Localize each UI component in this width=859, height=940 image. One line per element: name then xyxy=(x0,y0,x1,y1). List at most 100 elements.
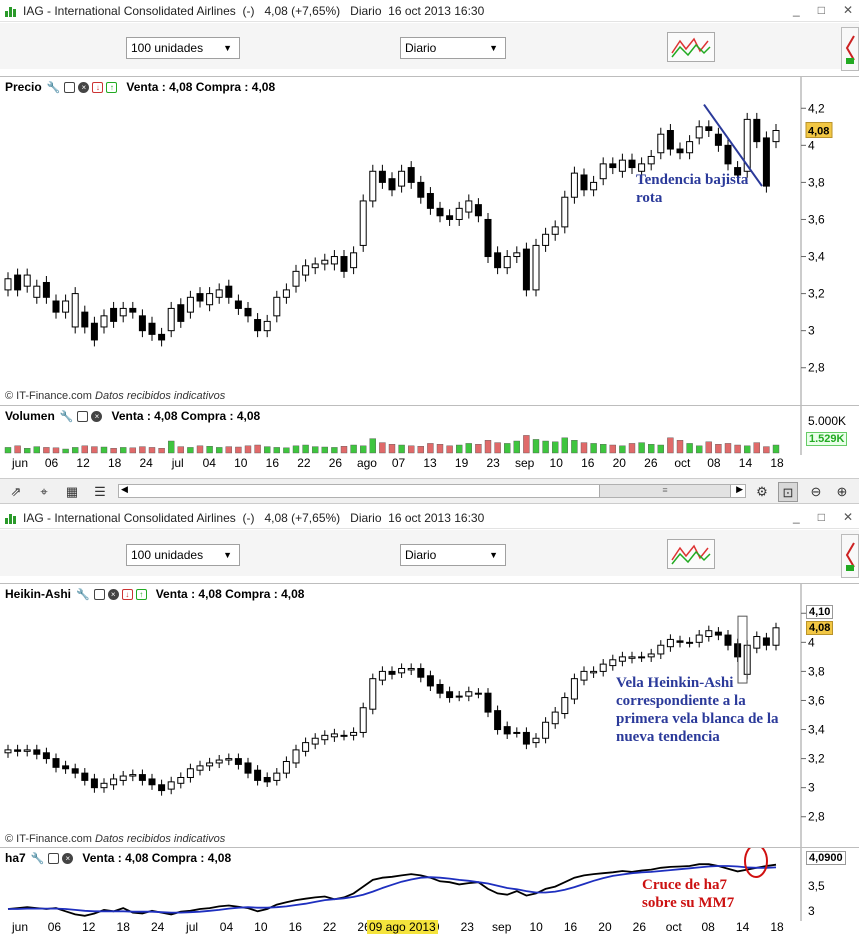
volume-panel-header: Volumen 🔧 × Venta : 4,08 Compra : 4,08 xyxy=(5,409,261,423)
volume-chart-svg xyxy=(4,406,802,455)
cursor-icon[interactable]: ⌖ xyxy=(40,484,48,499)
candle-up xyxy=(455,207,463,220)
chart-settings-icon[interactable]: ⚙ xyxy=(756,484,768,499)
wrench-icon[interactable]: 🔧 xyxy=(46,81,61,94)
wrench-icon[interactable]: 🔧 xyxy=(30,852,45,865)
heikin-ashi-chart-panel[interactable]: Heikin-Ashi 🔧 × ↓ ↑ Venta : 4,08 Compra … xyxy=(0,583,859,847)
volume-bar xyxy=(561,437,568,454)
x-tick-label: ago xyxy=(356,456,377,470)
time-scrollbar[interactable]: ◀ ≡ ▶ xyxy=(118,484,746,498)
quantity-select[interactable]: 100 unidades ▼ xyxy=(126,544,240,566)
minimize-button[interactable]: _ xyxy=(793,3,800,17)
candle-down xyxy=(724,634,732,646)
y-tick-label: 2,8 xyxy=(808,361,825,375)
window-icon[interactable] xyxy=(77,410,89,422)
candle-up xyxy=(292,749,300,764)
volume-panel[interactable]: Volumen 🔧 × Venta : 4,08 Compra : 4,08 5… xyxy=(0,405,859,455)
wrench-icon[interactable]: 🔧 xyxy=(59,410,74,423)
close-button[interactable]: ✕ xyxy=(842,510,853,524)
quantity-select[interactable]: 100 unidades ▼ xyxy=(126,37,240,59)
grid-icon[interactable]: ▦ xyxy=(65,484,79,499)
candle-up xyxy=(215,289,223,298)
volume-bar xyxy=(580,442,588,454)
move-up-icon[interactable]: ↑ xyxy=(135,588,147,600)
candle-down xyxy=(378,170,386,183)
zoom-fit-icon[interactable]: ⊡ xyxy=(778,482,798,502)
window-icon[interactable] xyxy=(93,588,105,600)
move-up-icon[interactable]: ↑ xyxy=(106,81,118,93)
period-select[interactable]: Diario ▼ xyxy=(400,37,506,59)
period-select[interactable]: Diario ▼ xyxy=(400,544,506,566)
candle-down xyxy=(666,130,674,150)
volume-bar xyxy=(465,443,472,454)
volume-bar xyxy=(388,444,396,454)
candle-down xyxy=(225,285,233,298)
scroll-left-icon[interactable]: ◀ xyxy=(121,484,128,494)
x-tick-label: 06 xyxy=(44,456,59,470)
wrench-icon[interactable]: 🔧 xyxy=(76,588,90,601)
export-icon[interactable]: ⇗ xyxy=(10,484,22,499)
chart-style-button[interactable] xyxy=(667,539,715,569)
volume-bar xyxy=(619,445,626,454)
quote-text: Venta : 4,08 Compra : 4,08 xyxy=(111,409,261,423)
x-tick-label: 26 xyxy=(632,920,647,934)
volume-bar xyxy=(494,442,501,454)
chart-app-icon xyxy=(5,512,17,524)
candle-down xyxy=(407,167,415,183)
candle-up xyxy=(167,781,175,790)
minimize-button[interactable]: _ xyxy=(793,510,800,524)
bars-icon[interactable]: ☰ xyxy=(94,484,106,499)
close-panel-icon[interactable]: × xyxy=(78,81,90,93)
move-down-icon[interactable]: ↓ xyxy=(121,588,133,600)
close-button[interactable]: ✕ xyxy=(842,3,853,17)
close-panel-icon[interactable]: × xyxy=(62,852,74,864)
candle-up xyxy=(359,707,367,733)
volume-bar xyxy=(724,443,732,454)
scroll-right-icon[interactable]: ▶ xyxy=(736,484,743,494)
candle-up xyxy=(398,667,406,674)
candle-up xyxy=(311,737,319,745)
close-panel-icon[interactable]: × xyxy=(91,410,103,422)
x-tick-label: 13 xyxy=(423,456,437,470)
side-panel-tab[interactable] xyxy=(841,534,859,578)
ha-badge-upper: 4,10 xyxy=(806,605,834,619)
panel-name: Heikin-Ashi xyxy=(5,587,72,601)
move-down-icon[interactable]: ↓ xyxy=(92,81,104,93)
candle-down xyxy=(436,683,444,694)
candle-down xyxy=(474,204,482,217)
volume-bar xyxy=(129,447,137,454)
chart-toolbar-bottom: 100 unidades ▼ Diario ▼ xyxy=(0,530,859,578)
candle-down xyxy=(484,218,492,258)
candle-down xyxy=(71,768,79,774)
close-panel-icon[interactable]: × xyxy=(107,588,119,600)
price-chart-panel[interactable]: Precio 🔧 × ↓ ↑ Venta : 4,08 Compra : 4,0… xyxy=(0,76,859,405)
side-panel-icon xyxy=(845,35,855,64)
zoom-in-icon[interactable]: ⊕ xyxy=(836,484,848,499)
y-tick-label: 4,2 xyxy=(808,101,825,115)
window-title: IAG - International Consolidated Airline… xyxy=(23,3,485,18)
volume-bar xyxy=(302,444,309,454)
price-chart-svg: 4,2 4 3,8 3,6 3,4 3,2 3 2,8 4,08 xyxy=(4,77,833,405)
volume-bar xyxy=(264,446,271,454)
candle-down xyxy=(129,307,137,313)
zoom-out-icon[interactable]: ⊖ xyxy=(810,484,822,499)
x-tick-label: 04 xyxy=(202,456,216,470)
window-icon[interactable] xyxy=(64,81,76,93)
candle-down xyxy=(254,319,262,332)
chart-style-button[interactable] xyxy=(667,32,715,62)
window-icon[interactable] xyxy=(48,852,60,864)
side-panel-tab[interactable] xyxy=(841,27,859,71)
window-titlebar-top: IAG - International Consolidated Airline… xyxy=(0,0,859,22)
candle-up xyxy=(590,670,598,674)
volume-bar xyxy=(667,437,674,454)
scrollbar-thumb[interactable]: ≡ xyxy=(599,485,731,497)
candle-down xyxy=(62,765,70,770)
x-tick-label: 10 xyxy=(529,920,543,934)
x-tick-label: 22 xyxy=(322,920,337,934)
maximize-button[interactable]: □ xyxy=(817,510,825,524)
volume-bar xyxy=(14,445,21,454)
candle-up xyxy=(551,226,559,235)
maximize-button[interactable]: □ xyxy=(817,3,825,17)
ha7-panel[interactable]: ha7 🔧 × Venta : 4,08 Compra : 4,08 4,090… xyxy=(0,847,859,921)
candle-up xyxy=(292,270,300,287)
